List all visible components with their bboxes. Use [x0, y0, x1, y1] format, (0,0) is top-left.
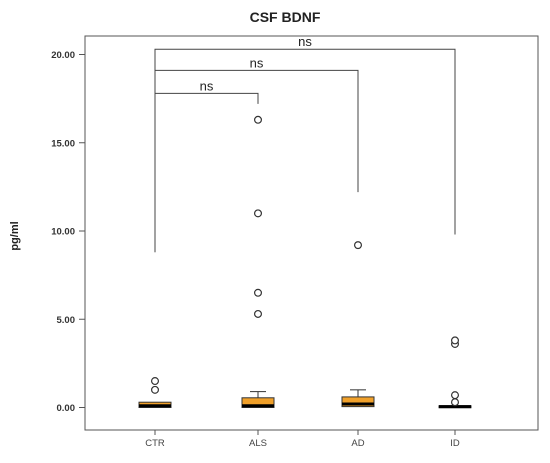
outlier-point — [254, 309, 263, 318]
box-iqr — [241, 397, 275, 409]
significance-bracket — [154, 48, 456, 253]
outlier-point — [151, 385, 160, 394]
y-axis-label: pg/ml — [9, 221, 21, 250]
significance-bracket — [154, 92, 259, 253]
plot-area: 0.00 5.00 10.00 15.00 20.00 CTR ALS AD ID ns ns ns — [51, 34, 539, 449]
outlier-point — [354, 241, 363, 250]
x-tick-label: AD — [351, 438, 364, 449]
outlier-point — [254, 288, 263, 297]
outlier-point — [254, 115, 263, 124]
y-tick-label: 0.00 — [57, 403, 76, 414]
significance-bracket — [154, 69, 359, 253]
chart-title: CSF BDNF — [250, 9, 321, 25]
x-tick-label: CTR — [145, 438, 165, 449]
outlier-point — [451, 336, 460, 345]
significance-label: ns — [298, 34, 312, 49]
outlier-point — [151, 377, 160, 386]
box-iqr — [341, 396, 375, 408]
outlier-point — [451, 398, 460, 407]
y-tick-label: 5.00 — [57, 315, 76, 326]
y-tick-label: 15.00 — [51, 138, 75, 149]
outlier-point — [254, 209, 263, 218]
significance-label: ns — [200, 78, 214, 93]
outlier-point — [451, 391, 460, 400]
x-tick-label: ID — [450, 438, 460, 449]
y-tick-label: 10.00 — [51, 227, 75, 238]
significance-label: ns — [250, 55, 264, 70]
x-tick-label: ALS — [249, 438, 267, 449]
plot-frame — [84, 35, 539, 431]
y-tick-label: 20.00 — [51, 50, 75, 61]
